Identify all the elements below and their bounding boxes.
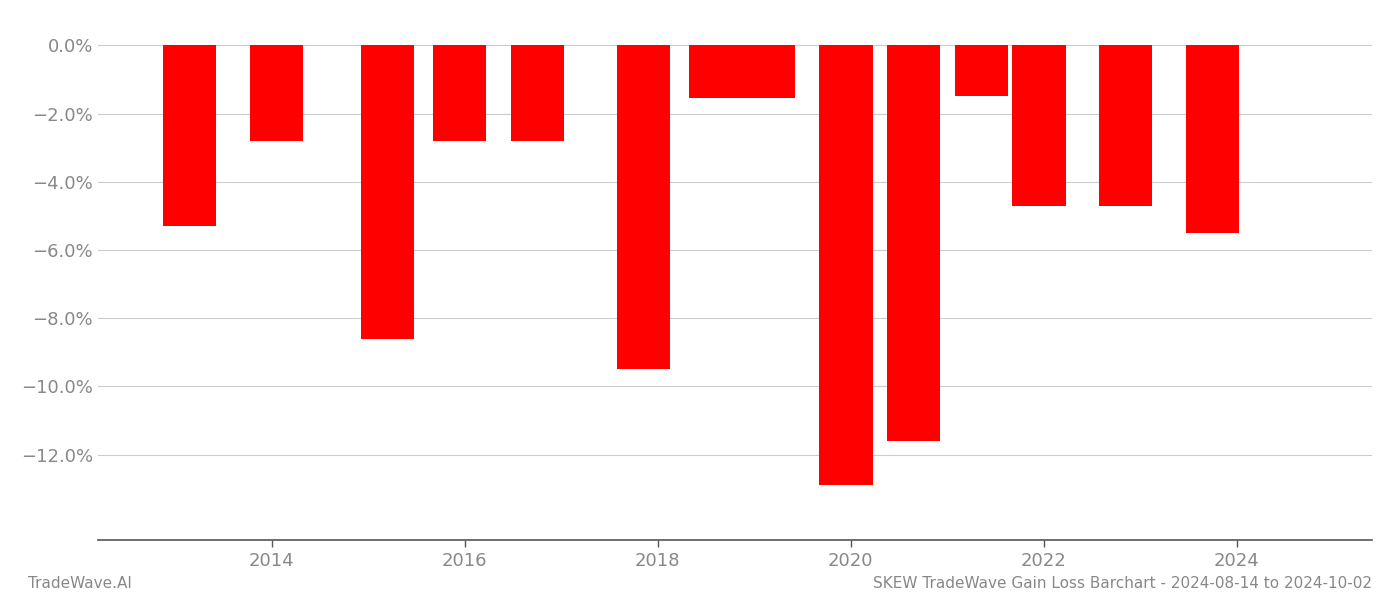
Bar <box>434 45 486 141</box>
Bar <box>1012 45 1065 206</box>
Bar <box>1099 45 1152 206</box>
Bar <box>164 45 216 226</box>
Bar <box>617 45 669 370</box>
Bar <box>361 45 414 339</box>
Bar <box>1186 45 1239 233</box>
Text: TradeWave.AI: TradeWave.AI <box>28 576 132 591</box>
Bar <box>888 45 939 441</box>
Bar <box>742 45 795 98</box>
Bar <box>251 45 302 141</box>
Bar <box>689 45 742 98</box>
Bar <box>511 45 564 141</box>
Bar <box>955 45 1008 97</box>
Bar <box>819 45 872 485</box>
Text: SKEW TradeWave Gain Loss Barchart - 2024-08-14 to 2024-10-02: SKEW TradeWave Gain Loss Barchart - 2024… <box>874 576 1372 591</box>
